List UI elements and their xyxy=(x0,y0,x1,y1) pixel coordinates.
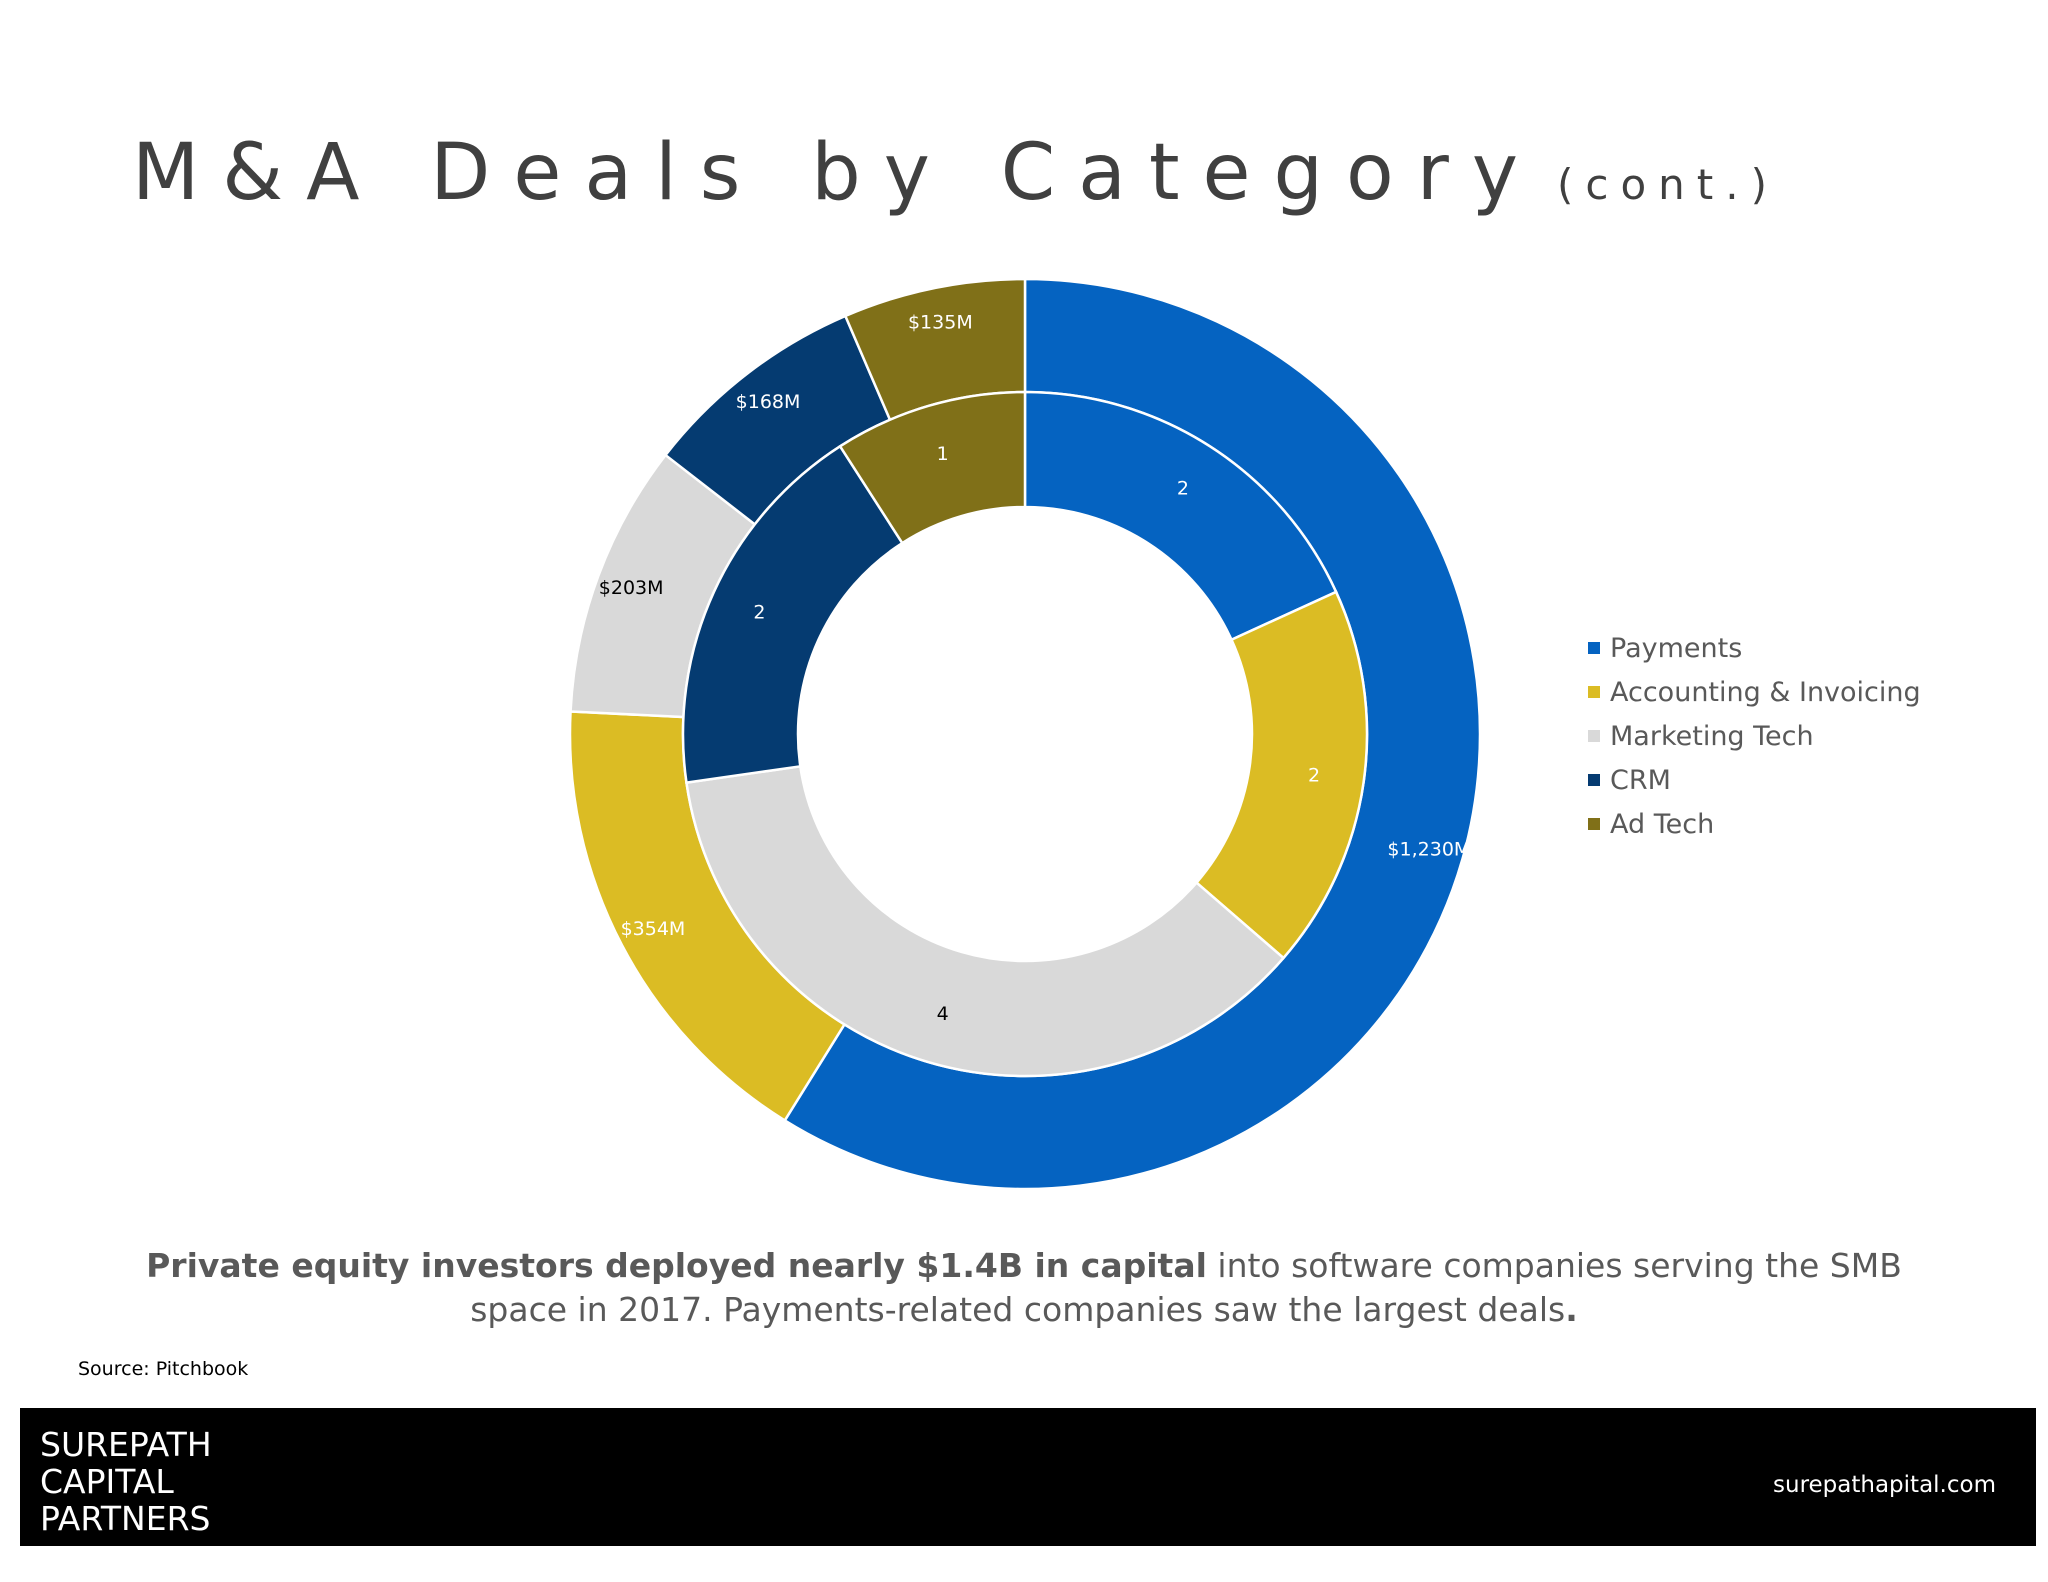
legend-label: Payments xyxy=(1610,632,1743,664)
inner-data-label-payments: 2 xyxy=(1177,477,1189,499)
inner-slice-crm xyxy=(681,444,905,785)
inner-ring xyxy=(681,390,1369,1078)
inner-slice-marketing-tech xyxy=(685,764,1286,1078)
legend-item: Ad Tech xyxy=(1588,802,1921,846)
chart-title-main: M&A Deals by Category xyxy=(132,128,1541,218)
outer-ring xyxy=(568,277,1482,1191)
logo-line: SUREPATH xyxy=(40,1425,212,1464)
legend-swatch xyxy=(1588,774,1600,786)
legend-item: Marketing Tech xyxy=(1588,714,1921,758)
company-logo: SUREPATH CAPITAL PARTNERS xyxy=(40,1426,212,1537)
legend-swatch xyxy=(1588,642,1600,654)
slice-labels: 2 2 4 2 1 $1,230M $354M $203M $168M $135M xyxy=(599,312,1471,1026)
legend-swatch xyxy=(1588,686,1600,698)
outer-data-label-ad-tech: $135M xyxy=(908,312,973,334)
legend: Payments Accounting & Invoicing Marketing … xyxy=(1588,626,1921,846)
legend-item: Payments xyxy=(1588,626,1921,670)
legend-label: Ad Tech xyxy=(1610,808,1715,840)
inner-data-label-accounting-invoicing: 2 xyxy=(1308,765,1320,787)
legend-item: CRM xyxy=(1588,758,1921,802)
inner-data-label-crm: 2 xyxy=(753,602,765,624)
inner-slice-accounting-invoicing xyxy=(1194,590,1369,960)
doughnut-chart: 2 2 4 2 1 $1,230M $354M $203M $168M $135M xyxy=(568,277,1482,1191)
caption: Private equity investors deployed nearly… xyxy=(100,1244,1948,1332)
caption-bold: Private equity investors deployed nearly… xyxy=(146,1246,1207,1285)
chart-title-suffix: (cont.) xyxy=(1556,160,1779,209)
legend-label: Marketing Tech xyxy=(1610,720,1814,752)
chart-title: M&A Deals by Category (cont.) xyxy=(132,128,1779,218)
outer-data-label-marketing-tech: $203M xyxy=(599,577,664,599)
outer-data-label-crm: $168M xyxy=(736,391,801,413)
website-link[interactable]: surepathapital.com xyxy=(1773,1472,1996,1498)
legend-swatch xyxy=(1588,818,1600,830)
inner-data-label-marketing-tech: 4 xyxy=(937,1003,949,1025)
source-note: Source: Pitchbook xyxy=(78,1358,249,1380)
logo-line: CAPITAL xyxy=(40,1462,174,1501)
legend-label: CRM xyxy=(1610,764,1671,796)
logo-line: PARTNERS xyxy=(40,1499,211,1538)
inner-slice-ad-tech xyxy=(838,390,1027,545)
legend-label: Accounting & Invoicing xyxy=(1610,676,1921,708)
footer-bar: SUREPATH CAPITAL PARTNERS surepathapital… xyxy=(20,1408,2036,1546)
inner-slice-payments xyxy=(1023,390,1338,642)
legend-swatch xyxy=(1588,730,1600,742)
legend-item: Accounting & Invoicing xyxy=(1588,670,1921,714)
caption-text: into software companies serving the SMB … xyxy=(470,1246,1902,1329)
outer-data-label-accounting-invoicing: $354M xyxy=(621,918,686,940)
caption-end: . xyxy=(1565,1290,1578,1329)
outer-data-label-payments: $1,230M xyxy=(1387,838,1470,860)
inner-data-label-ad-tech: 1 xyxy=(937,443,949,465)
